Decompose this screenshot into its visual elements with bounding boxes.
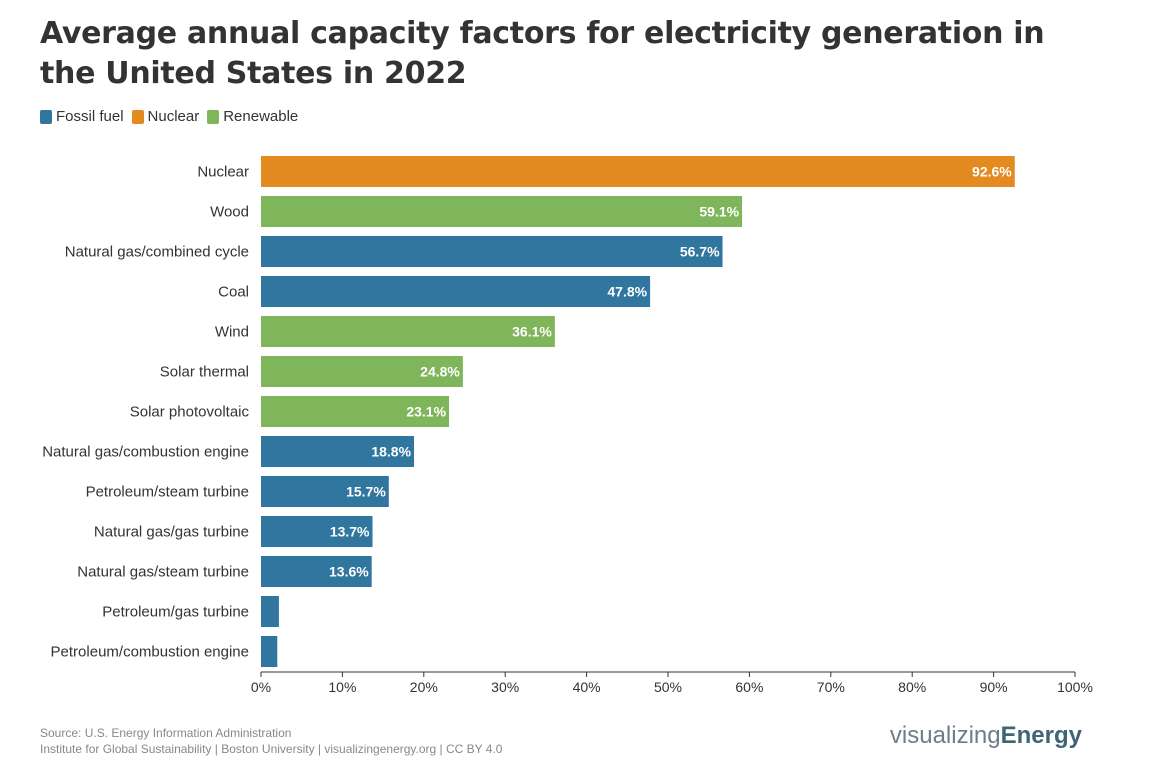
data-label: 59.1% (699, 204, 739, 220)
data-label: 13.7% (330, 524, 370, 540)
bar (261, 276, 651, 307)
category-label: Natural gas/gas turbine (94, 524, 249, 541)
category-label: Coal (218, 284, 249, 301)
x-tick-label: 30% (491, 679, 519, 695)
data-label: 13.6% (329, 564, 369, 580)
category-label: Natural gas/combustion engine (42, 444, 249, 461)
bar (261, 436, 415, 467)
x-tick-label: 80% (898, 679, 926, 695)
category-label: Petroleum/gas turbine (102, 604, 249, 621)
credit-note: Institute for Global Sustainability | Bo… (40, 742, 503, 756)
category-label: Nuclear (197, 164, 249, 181)
bar (261, 596, 279, 627)
legend-label-fossil-fuel: Fossil fuel (56, 108, 124, 125)
data-label: 15.7% (346, 484, 386, 500)
brand-part-2: Energy (1000, 722, 1082, 749)
legend-item-fossil-fuel[interactable]: Fossil fuel (40, 108, 124, 125)
legend-label-nuclear: Nuclear (147, 108, 200, 125)
x-tick-label: 60% (735, 679, 763, 695)
legend-item-nuclear[interactable]: Nuclear (131, 108, 200, 125)
data-label: 36.1% (512, 324, 552, 340)
category-label: Petroleum/combustion engine (51, 644, 249, 661)
bar-chart: Nuclear 92.6% Wood 59.1% Natural gas/combine… (42, 156, 1093, 695)
bar (261, 196, 743, 227)
bar (261, 316, 555, 347)
legend-swatch-nuclear (131, 109, 144, 124)
x-tick-label: 70% (817, 679, 845, 695)
legend-swatch-fossil-fuel (40, 109, 52, 124)
footer: Source: U.S. Energy Information Administ… (40, 725, 502, 757)
source-note: Source: U.S. Energy Information Administ… (40, 726, 292, 740)
x-tick-label: 90% (980, 679, 1008, 695)
x-tick-label: 40% (573, 679, 601, 695)
x-tick-label: 100% (1057, 679, 1093, 695)
data-label: 24.8% (420, 364, 460, 380)
brand-logo: visualizingEnergy (890, 722, 1082, 750)
bar (261, 396, 450, 427)
x-tick-label: 50% (654, 679, 682, 695)
bar (261, 556, 372, 587)
category-label: Petroleum/steam turbine (86, 484, 249, 501)
x-tick-label: 10% (328, 679, 356, 695)
data-label: 56.7% (680, 244, 720, 260)
category-label: Wood (210, 204, 249, 221)
bar (261, 476, 389, 507)
bar (261, 516, 373, 547)
legend-label-renewable: Renewable (223, 108, 299, 125)
category-label: Wind (215, 324, 249, 341)
data-label: 47.8% (607, 284, 647, 300)
x-tick-label: 20% (410, 679, 438, 695)
brand-part-1: visualizing (889, 722, 1001, 749)
chart-title: Average annual capacity factors for elec… (40, 16, 1045, 91)
bar (261, 636, 278, 667)
category-label: Solar thermal (160, 364, 249, 381)
category-label: Natural gas/combined cycle (65, 244, 249, 261)
legend: Fossil fuel Nuclear Renewable (40, 108, 306, 125)
data-label: 23.1% (406, 404, 446, 420)
bar (261, 356, 463, 387)
category-label: Natural gas/steam turbine (77, 564, 249, 581)
legend-item-renewable[interactable]: Renewable (207, 108, 298, 125)
data-label: 18.8% (371, 444, 411, 460)
x-tick-label: 0% (251, 679, 271, 695)
bar (261, 236, 723, 267)
bar (261, 156, 1015, 187)
data-label: 92.6% (972, 164, 1012, 180)
legend-swatch-renewable (207, 109, 220, 124)
category-label: Solar photovoltaic (130, 404, 250, 421)
